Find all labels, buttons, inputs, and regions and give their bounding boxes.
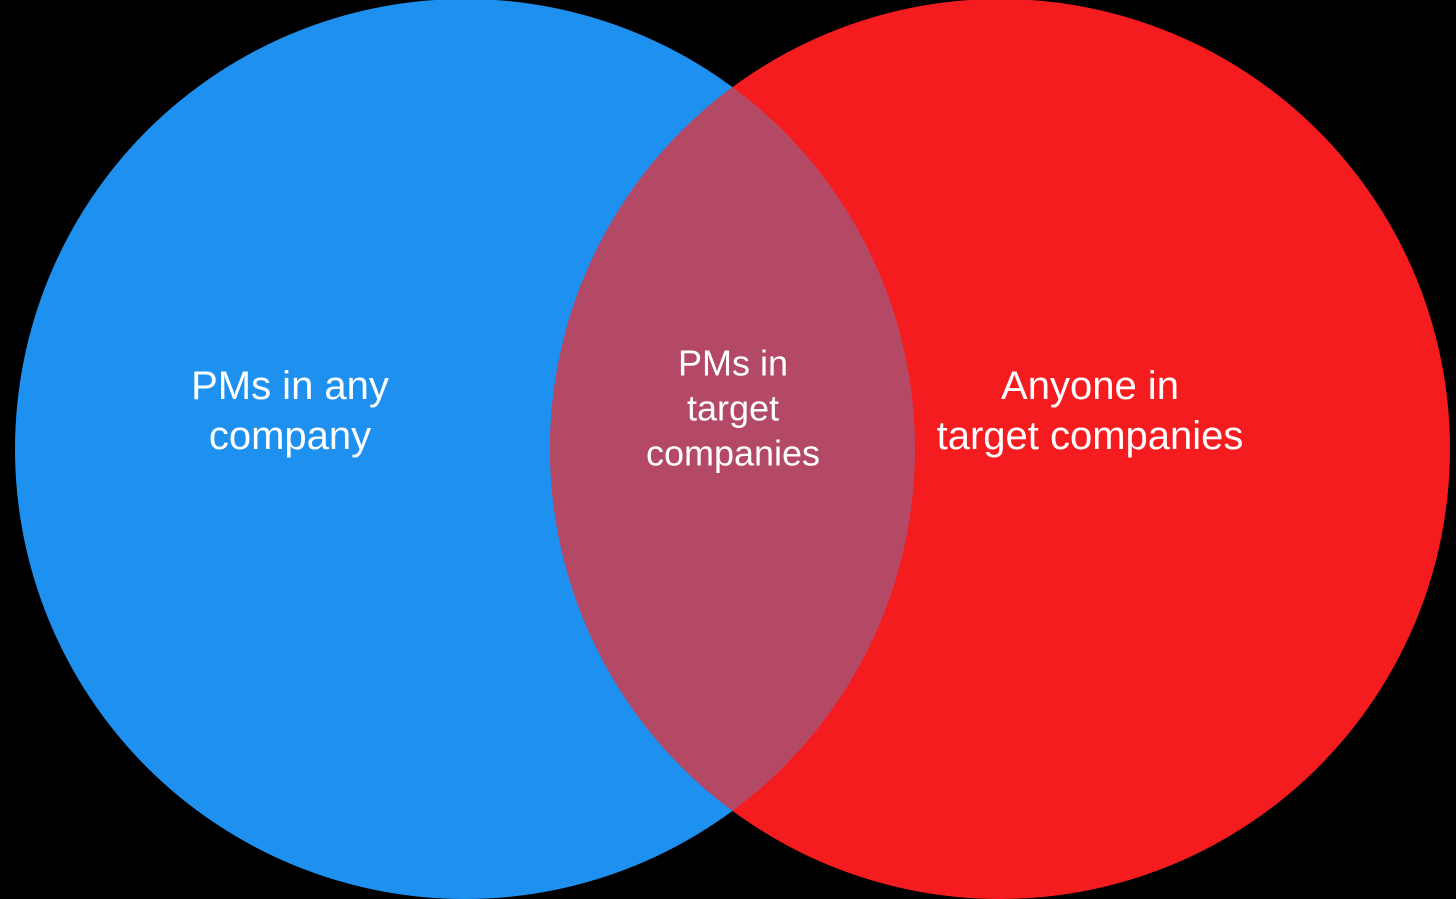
venn-left-label: PMs in anycompany (40, 361, 540, 461)
venn-diagram: PMs in anycompany Anyone intarget compan… (0, 0, 1456, 899)
venn-right-label: Anyone intarget companies (840, 361, 1340, 461)
venn-intersection-label: PMs intargetcompanies (593, 341, 873, 476)
